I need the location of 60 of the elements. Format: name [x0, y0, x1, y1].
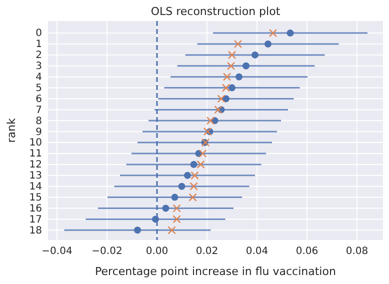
point	[217, 94, 226, 103]
x-tick-label: 0.06	[296, 246, 318, 258]
point	[198, 149, 207, 158]
y-tick-label: 1	[36, 39, 42, 50]
y-tick-label: 5	[36, 82, 42, 94]
x-tick-label: −0.02	[92, 246, 122, 258]
y-tick-label: 13	[29, 170, 42, 182]
point	[152, 216, 159, 223]
y-tick-label: 6	[36, 94, 42, 105]
y-tick-label: 10	[29, 138, 42, 149]
point	[188, 193, 197, 202]
y-tick-label: 14	[29, 182, 42, 193]
point	[264, 40, 272, 48]
point	[203, 127, 212, 136]
point	[190, 182, 198, 190]
point	[168, 226, 176, 234]
y-tick-label: 4	[36, 72, 42, 84]
y-tick-label: 16	[29, 203, 42, 214]
point	[226, 62, 236, 70]
point	[222, 72, 232, 81]
y-axis-title: rank	[5, 118, 18, 143]
point	[286, 30, 294, 37]
y-tick-label: 2	[36, 50, 42, 62]
point	[206, 116, 215, 125]
point	[184, 172, 191, 179]
point	[228, 50, 236, 60]
x-tick-label: −0.04	[42, 246, 72, 258]
x-tick-label: 0.00	[146, 246, 168, 258]
y-tick-label: 0	[36, 28, 42, 40]
point	[190, 160, 198, 168]
point	[228, 84, 236, 92]
point	[214, 106, 222, 114]
y-tick-label: 9	[36, 126, 42, 138]
point	[242, 62, 250, 70]
point	[134, 226, 141, 234]
point	[252, 51, 258, 58]
y-tick-label: 3	[36, 61, 42, 72]
x-tick-label: 0.04	[246, 246, 268, 258]
y-tick-label: 18	[29, 225, 42, 236]
y-tick-label: 15	[29, 192, 42, 204]
chart-title: OLS reconstruction plot	[150, 5, 281, 18]
x-tick-label: 0.02	[196, 246, 218, 258]
point	[236, 73, 242, 80]
point	[172, 215, 181, 224]
point	[190, 171, 199, 180]
point	[171, 194, 178, 201]
x-axis-title: Percentage point increase in flu vaccination	[95, 265, 336, 278]
point	[268, 28, 278, 38]
point	[162, 204, 170, 212]
y-tick-label: 17	[29, 214, 42, 226]
y-tick-label: 7	[36, 104, 42, 116]
point	[234, 40, 242, 48]
y-tick-label: 11	[29, 148, 42, 160]
point	[178, 182, 186, 190]
y-tick-label: 12	[29, 160, 42, 171]
x-tick-label: 0.08	[346, 246, 368, 258]
y-tick-label: 8	[36, 116, 42, 127]
point	[196, 160, 205, 169]
point	[222, 84, 230, 92]
point	[172, 204, 181, 212]
